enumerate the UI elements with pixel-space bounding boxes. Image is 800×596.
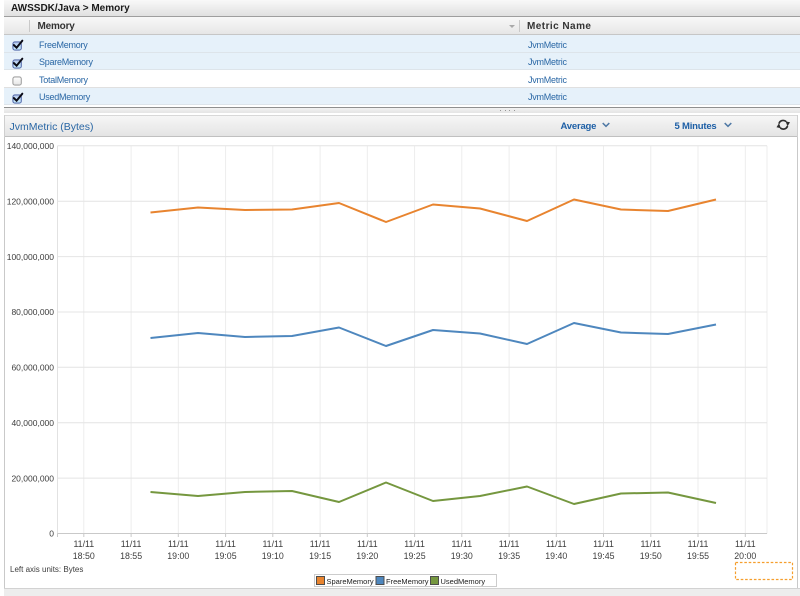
svg-text:FreeMemory: FreeMemory bbox=[386, 577, 429, 586]
svg-text:11/11: 11/11 bbox=[451, 539, 472, 549]
svg-text:0: 0 bbox=[49, 529, 54, 539]
svg-text:11/11: 11/11 bbox=[262, 539, 283, 549]
svg-text:20,000,000: 20,000,000 bbox=[11, 473, 54, 483]
svg-text:19:35: 19:35 bbox=[498, 551, 520, 561]
svg-text:19:10: 19:10 bbox=[262, 551, 284, 561]
svg-text:SpareMemory: SpareMemory bbox=[327, 577, 374, 586]
svg-text:11/11: 11/11 bbox=[121, 539, 142, 549]
svg-text:UsedMemory: UsedMemory bbox=[441, 577, 486, 586]
svg-text:19:45: 19:45 bbox=[592, 551, 614, 561]
svg-text:11/11: 11/11 bbox=[640, 539, 661, 549]
svg-text:19:20: 19:20 bbox=[356, 551, 378, 561]
svg-text:11/11: 11/11 bbox=[310, 539, 331, 549]
svg-text:18:55: 18:55 bbox=[120, 551, 142, 561]
svg-text:120,000,000: 120,000,000 bbox=[7, 196, 55, 206]
svg-text:19:05: 19:05 bbox=[215, 551, 237, 561]
svg-text:60,000,000: 60,000,000 bbox=[11, 363, 54, 373]
svg-text:11/11: 11/11 bbox=[546, 539, 567, 549]
svg-text:19:40: 19:40 bbox=[545, 551, 567, 561]
svg-text:19:30: 19:30 bbox=[451, 551, 473, 561]
svg-text:11/11: 11/11 bbox=[688, 539, 709, 549]
svg-text:100,000,000: 100,000,000 bbox=[7, 252, 55, 262]
svg-text:Left axis units: Bytes: Left axis units: Bytes bbox=[10, 565, 83, 574]
svg-text:11/11: 11/11 bbox=[357, 539, 378, 549]
svg-text:11/11: 11/11 bbox=[735, 539, 756, 549]
svg-text:140,000,000: 140,000,000 bbox=[7, 141, 55, 151]
svg-text:11/11: 11/11 bbox=[593, 539, 614, 549]
svg-text:80,000,000: 80,000,000 bbox=[11, 307, 54, 317]
svg-text:11/11: 11/11 bbox=[168, 539, 189, 549]
svg-text:19:50: 19:50 bbox=[640, 551, 662, 561]
svg-text:18:50: 18:50 bbox=[73, 551, 95, 561]
svg-text:11/11: 11/11 bbox=[215, 539, 236, 549]
svg-text:20:00: 20:00 bbox=[734, 551, 756, 561]
svg-text:40,000,000: 40,000,000 bbox=[11, 418, 54, 428]
svg-text:19:00: 19:00 bbox=[167, 551, 189, 561]
svg-text:19:25: 19:25 bbox=[404, 551, 426, 561]
svg-text:11/11: 11/11 bbox=[499, 539, 520, 549]
svg-text:19:55: 19:55 bbox=[687, 551, 709, 561]
svg-text:11/11: 11/11 bbox=[73, 539, 94, 549]
svg-text:11/11: 11/11 bbox=[404, 539, 425, 549]
svg-text:19:15: 19:15 bbox=[309, 551, 331, 561]
